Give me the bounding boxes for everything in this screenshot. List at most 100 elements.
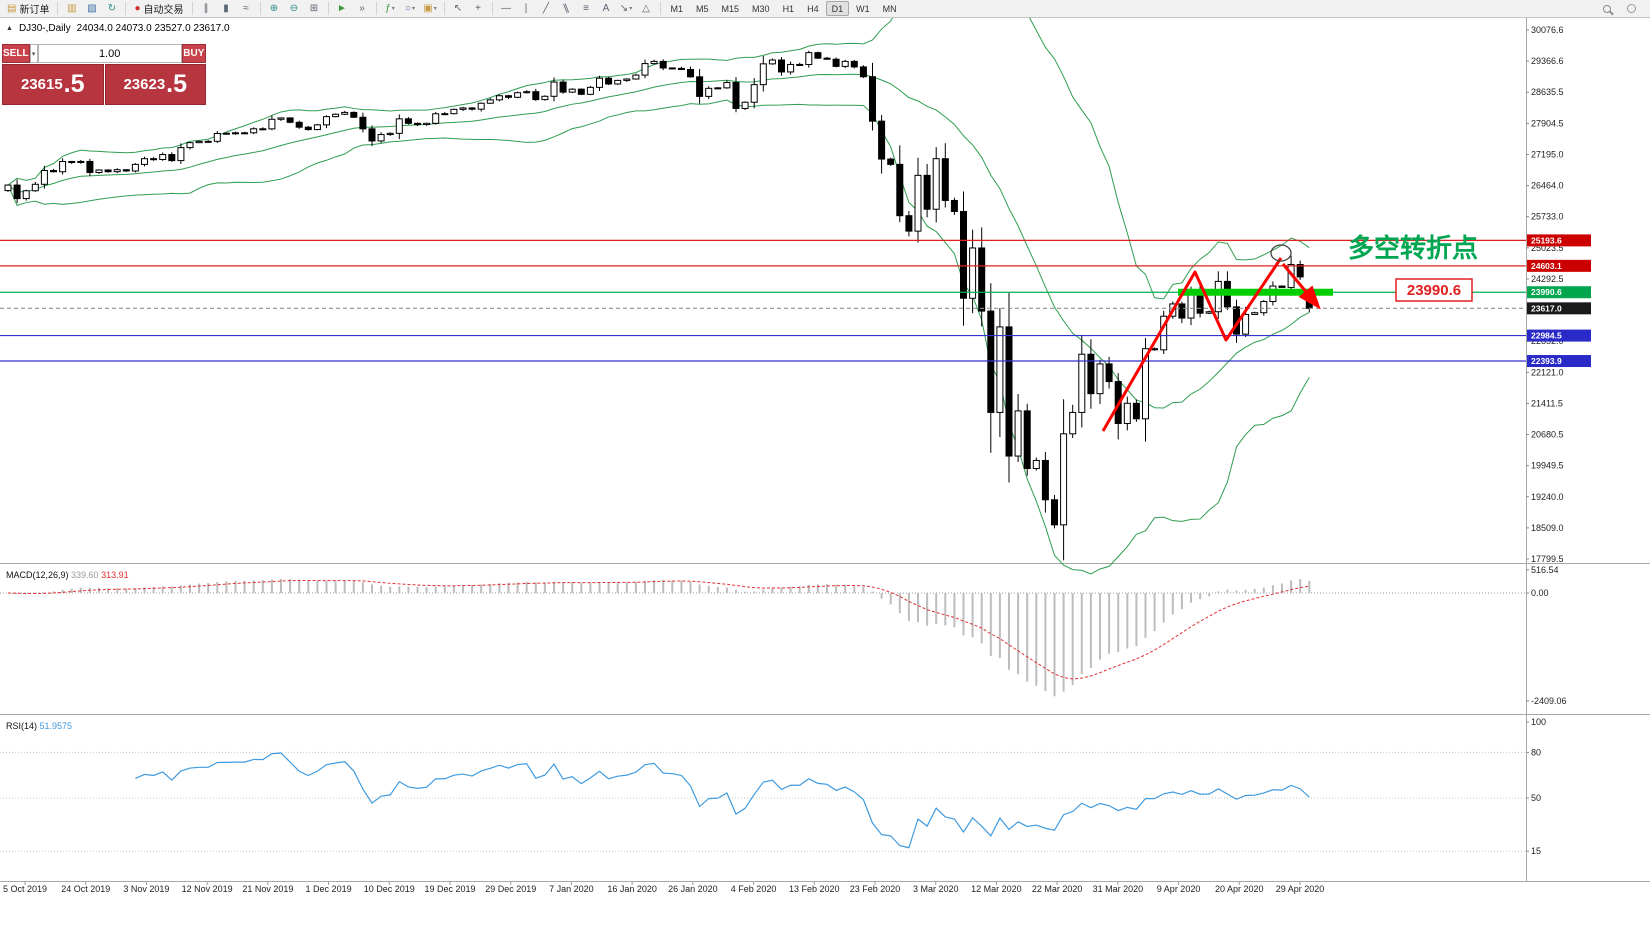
- fibonacci-button[interactable]: ≡: [577, 1, 596, 17]
- timeframe-button-mn[interactable]: MN: [877, 1, 903, 16]
- buy-button[interactable]: BUY: [181, 44, 206, 63]
- svg-text:19 Dec 2019: 19 Dec 2019: [424, 884, 475, 894]
- crosshair-button[interactable]: +: [469, 1, 488, 17]
- bar-chart-icon: ∥: [203, 2, 209, 14]
- svg-text:24603.1: 24603.1: [1531, 261, 1562, 271]
- auto-scroll-button[interactable]: ►: [333, 1, 352, 17]
- toolbar-separator: [491, 2, 493, 15]
- svg-text:30076.6: 30076.6: [1531, 25, 1564, 35]
- autotrading-button[interactable]: ● 自动交易: [130, 1, 187, 17]
- chevron-down-icon: ▾: [629, 6, 633, 12]
- svg-text:50: 50: [1531, 793, 1541, 803]
- timeframe-button-d1[interactable]: D1: [825, 1, 850, 16]
- zoom-in-button[interactable]: ⊕: [265, 1, 284, 17]
- vertical-line-button[interactable]: ∣: [517, 1, 536, 17]
- svg-text:3 Mar 2020: 3 Mar 2020: [913, 884, 959, 894]
- svg-text:22121.0: 22121.0: [1531, 367, 1564, 377]
- chart-shift-icon: »: [359, 2, 365, 14]
- volume-input[interactable]: [37, 44, 182, 63]
- timeframe-button-h4[interactable]: H4: [801, 1, 825, 16]
- svg-text:12 Mar 2020: 12 Mar 2020: [971, 884, 1022, 894]
- svg-text:29 Dec 2019: 29 Dec 2019: [485, 884, 536, 894]
- candles: [4, 50, 1313, 561]
- channel-button[interactable]: ∥: [557, 1, 576, 17]
- candlestick-chart-button[interactable]: ▮: [217, 1, 236, 17]
- macd-label: MACD(12,26,9) 339.60 313.91: [6, 570, 129, 580]
- sell-price-panel[interactable]: 23615 .5: [2, 64, 104, 105]
- search-button[interactable]: [1597, 1, 1616, 17]
- chart-shift-button[interactable]: »: [353, 1, 372, 17]
- svg-text:21411.5: 21411.5: [1531, 398, 1563, 408]
- crosshair-icon: +: [475, 2, 481, 14]
- timeframe-button-h1[interactable]: H1: [777, 1, 801, 16]
- timeframe-button-m30[interactable]: M30: [746, 1, 776, 16]
- channel-icon: ∥: [561, 2, 571, 15]
- date-axis[interactable]: 5 Oct 2019 24 Oct 2019 3 Nov 2019 12 Nov 20…: [3, 882, 1324, 894]
- clock-icon: ○: [404, 2, 412, 14]
- refresh-icon: ↻: [107, 2, 117, 14]
- shapes-button[interactable]: △: [637, 1, 656, 17]
- templates-button[interactable]: ▣ ▾: [421, 1, 440, 17]
- horizontal-line-button[interactable]: ―: [497, 1, 516, 17]
- grid-icon: ⊞: [309, 2, 319, 14]
- price-axis[interactable]: 30076.6 29366.6 28635.5 27904.5 27195.0 26464…: [1526, 25, 1567, 856]
- buy-price-panel[interactable]: 23623 .5: [104, 64, 206, 105]
- trade-controls-row: SELL ▾ BUY: [2, 44, 206, 63]
- svg-text:22984.5: 22984.5: [1531, 331, 1562, 341]
- grid-button[interactable]: ⊞: [305, 1, 324, 17]
- arrow-tool-button[interactable]: ↘ ▾: [617, 1, 636, 17]
- svg-text:12 Nov 2019: 12 Nov 2019: [182, 884, 233, 894]
- volume-dropdown[interactable]: ▾: [29, 44, 38, 63]
- svg-text:100: 100: [1531, 717, 1546, 727]
- svg-text:80: 80: [1531, 747, 1541, 757]
- rsi-line: [135, 752, 1310, 849]
- price-callout-text: 23990.6: [1407, 282, 1461, 299]
- trendline-button[interactable]: ╱: [537, 1, 556, 17]
- refresh-button[interactable]: ↻: [102, 1, 121, 17]
- timeframe-button-m5[interactable]: M5: [690, 1, 715, 16]
- timeframe-button-w1[interactable]: W1: [850, 1, 876, 16]
- periods-button[interactable]: ○ ▾: [401, 1, 420, 17]
- level-lines[interactable]: 25193.6 24603.1 23990.6 23617.0 22984.5 22393…: [0, 234, 1591, 368]
- text-tool-button[interactable]: A: [597, 1, 616, 17]
- svg-text:27195.0: 27195.0: [1531, 149, 1564, 159]
- line-chart-button[interactable]: ≈: [237, 1, 256, 17]
- sell-button[interactable]: SELL: [2, 44, 30, 63]
- ohlc-values: 24034.0 24073.0 23527.0 23617.0: [76, 23, 230, 34]
- buy-price: 23623: [123, 76, 166, 93]
- svg-text:20680.5: 20680.5: [1531, 430, 1564, 440]
- line-chart-icon: ≈: [243, 2, 249, 14]
- profile-icon: [1627, 4, 1636, 13]
- price-badge: [1527, 286, 1591, 299]
- svg-text:26464.0: 26464.0: [1531, 181, 1564, 191]
- sell-price: 23615: [20, 76, 63, 93]
- chevron-down-icon: ▾: [412, 6, 416, 12]
- navigator-button[interactable]: ▧: [82, 1, 101, 17]
- toolbar-separator: [327, 2, 329, 15]
- auto-scroll-icon: ►: [337, 2, 347, 14]
- market-watch-button[interactable]: ▥: [62, 1, 81, 17]
- svg-text:10 Dec 2019: 10 Dec 2019: [364, 884, 415, 894]
- svg-text:-2409.06: -2409.06: [1531, 696, 1567, 706]
- timeframe-button-m1[interactable]: M1: [665, 1, 690, 16]
- price-badge: [1527, 259, 1591, 272]
- cursor-button[interactable]: ↖: [449, 1, 468, 17]
- bar-chart-button[interactable]: ∥: [197, 1, 216, 17]
- svg-text:0.00: 0.00: [1531, 588, 1549, 598]
- price-badge: [1527, 329, 1591, 342]
- annotations[interactable]: 多空转折点 23990.6: [1101, 233, 1478, 432]
- shapes-icon: △: [642, 2, 650, 14]
- chevron-down-icon: ▾: [391, 6, 395, 12]
- new-order-button[interactable]: ▤ 新订单: [3, 1, 53, 17]
- support-bar: [1178, 288, 1333, 296]
- svg-text:26 Jan 2020: 26 Jan 2020: [668, 884, 718, 894]
- svg-text:23 Feb 2020: 23 Feb 2020: [850, 884, 901, 894]
- collapse-panel-icon[interactable]: ▲: [6, 25, 13, 32]
- toolbar-separator: [375, 2, 377, 15]
- indicators-button[interactable]: ƒ ▾: [381, 1, 400, 17]
- zoom-out-button[interactable]: ⊖: [285, 1, 304, 17]
- fibonacci-icon: ≡: [583, 2, 589, 14]
- profile-button[interactable]: [1622, 1, 1641, 17]
- timeframe-button-m15[interactable]: M15: [716, 1, 746, 16]
